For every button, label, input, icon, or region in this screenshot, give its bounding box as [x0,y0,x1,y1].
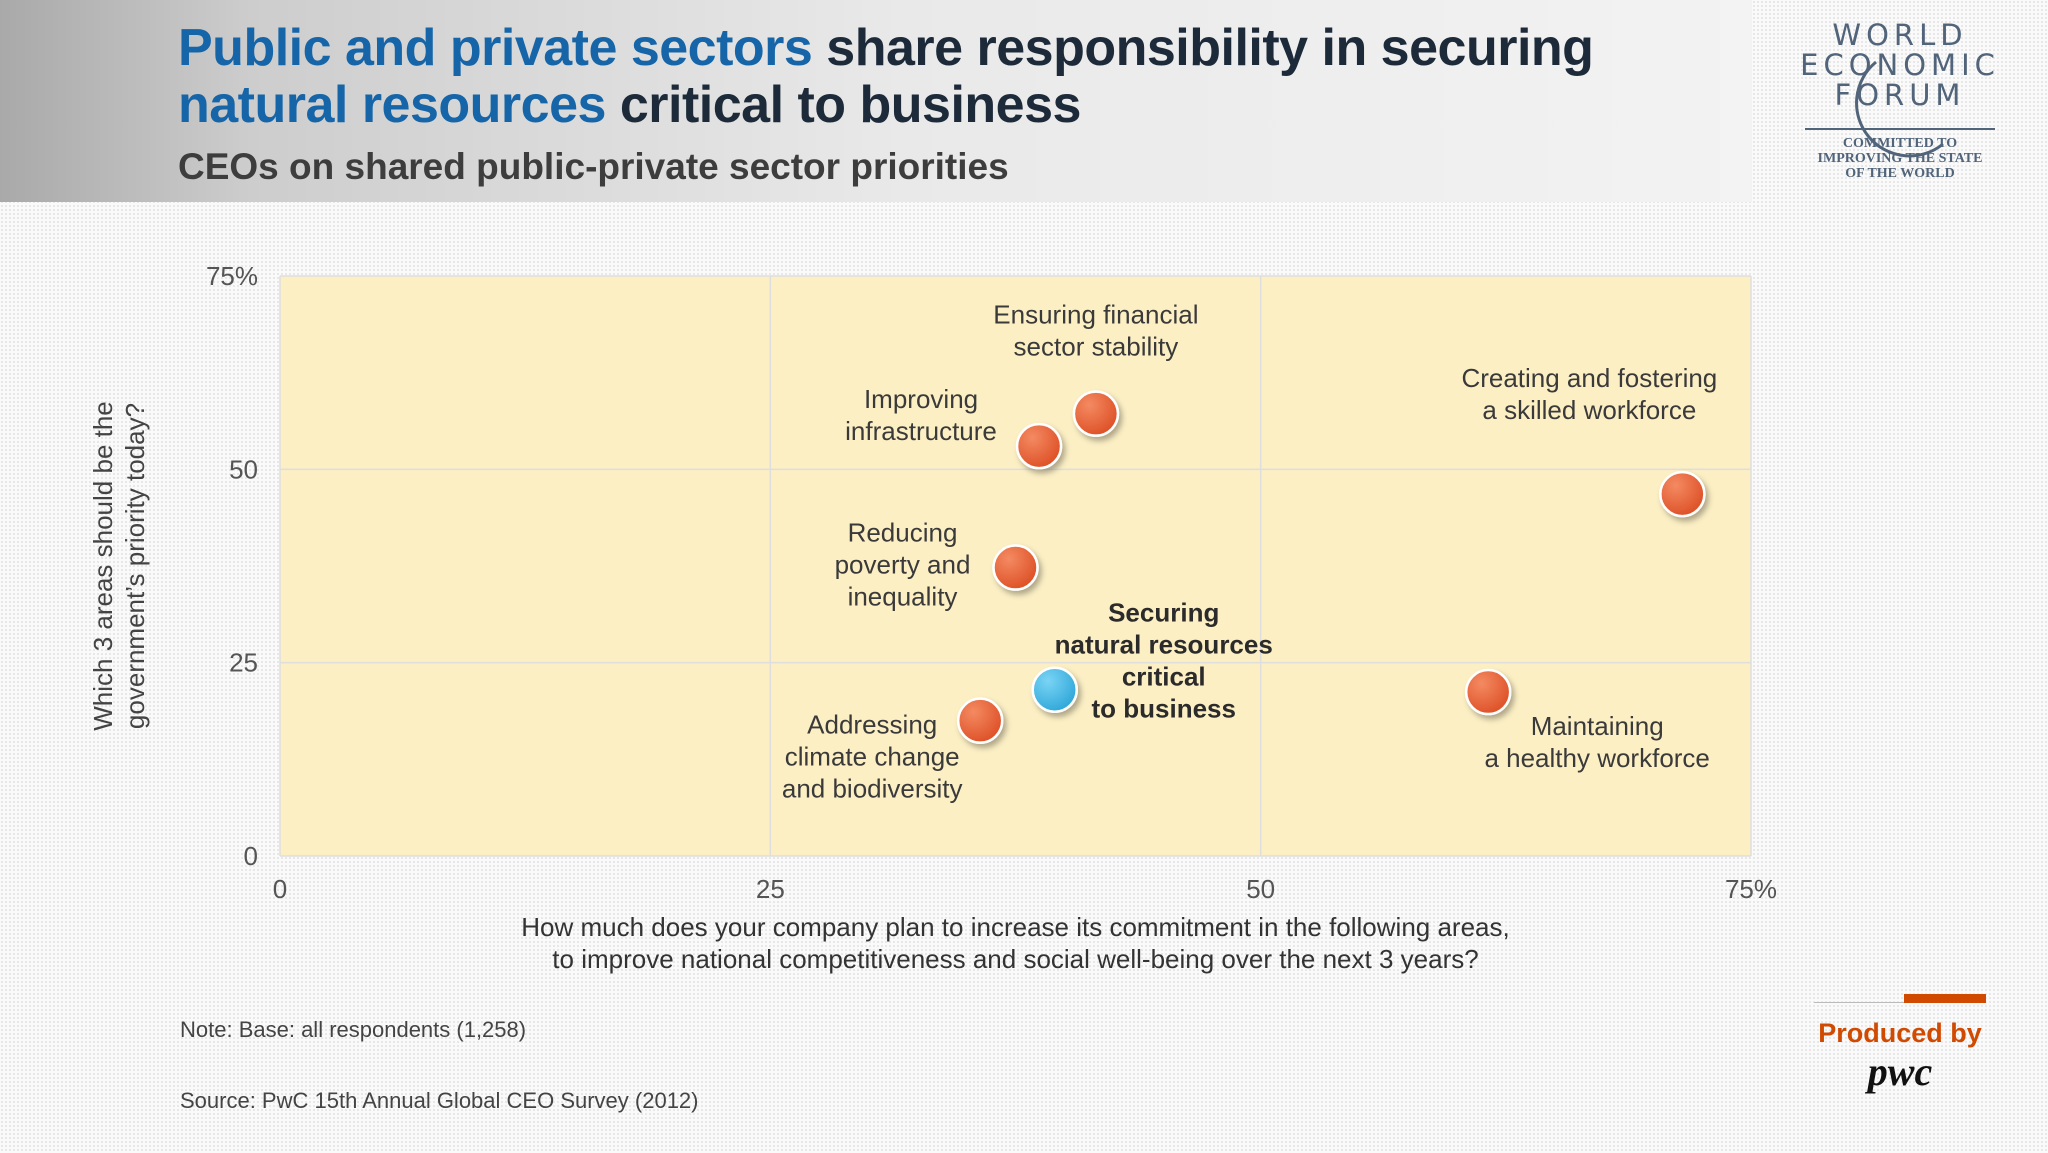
pwc-rule [1814,1002,1986,1003]
header-band [0,0,1752,202]
label-addressing-climate-change-and-biodiversity-line-2: climate change [785,742,960,772]
title-highlight-sectors: Public and private sectors [178,19,813,77]
title-text-responsibility: share responsibility in securing [812,19,1594,77]
point-reducing-poverty-and-inequality [992,544,1039,591]
wef-arc-icon [1855,60,1944,158]
logo-tagline-3: OF THE WORLD [1845,166,1955,181]
logo-word-economic: ECONOMIC [1800,48,2000,82]
data-points [956,390,1706,744]
point-maintaining-a-healthy-workforce [1464,668,1512,716]
label-ensuring-financial-sector-stability-line-1: Ensuring financial [993,300,1198,330]
y-axis-label: Which 3 areas should be the government’s … [88,401,150,731]
label-addressing-climate-change-and-biodiversity-line-1: Addressing [807,710,937,740]
y-tick-label-2: 50 [229,454,258,484]
y-tick-label-1: 25 [229,648,258,678]
x-axis-label-line-2: to improve national competitiveness and … [552,944,1478,974]
x-tick-label-0: 0 [273,874,287,904]
axis-ticks: 00 25 25 50 50 75% 75% [206,261,1777,904]
point-addressing-climate-change-and-biodiversity [956,697,1004,744]
produced-by-label: Produced by [1818,1018,1982,1048]
x-axis-label-line-1: How much does your company plan to incre… [521,912,1509,942]
label-reducing-poverty-and-inequality-line-3: inequality [848,582,958,612]
x-tick-label-3: 75% [1725,874,1777,904]
label-securing-natural-resources-critical-to-business-line-3: critical [1122,662,1206,692]
note-text: Note: Base: all respondents (1,258) [180,1017,527,1042]
label-creating-and-fostering-a-skilled-workforce-line-2: a skilled workforce [1482,395,1696,425]
label-improving-infrastructure-line-1: Improving [864,384,978,414]
label-reducing-poverty-and-inequality-line-1: Reducing [848,518,958,548]
y-tick-label-0: 0 [244,841,258,871]
wef-logo: WORLD ECONOMIC FORUM COMMITTED TO IMPROV… [1800,20,2000,181]
label-improving-infrastructure-line-2: infrastructure [845,416,997,446]
axis-labels: How much does your company plan to incre… [88,401,1510,974]
title-highlight-resources: natural resources [178,76,606,134]
label-maintaining-a-healthy-workforce-line-1: Maintaining [1531,711,1664,741]
pwc-wordmark: pwc [1867,1049,1933,1094]
title-text-critical: critical to business [605,76,1082,134]
source-text: Source: PwC 15th Annual Global CEO Surve… [180,1088,699,1113]
page-subtitle: CEOs on shared public-private sector pri… [178,146,1009,187]
logo-tagline-2: IMPROVING THE STATE [1817,151,1983,166]
label-reducing-poverty-and-inequality-line-2: poverty and [835,550,971,580]
y-axis-label-line-1: Which 3 areas should be the [88,401,118,731]
label-securing-natural-resources-critical-to-business-line-1: Securing [1108,598,1219,628]
point-improving-infrastructure [1015,422,1063,470]
logo-divider [1805,128,1995,130]
x-tick-label-2: 50 [1246,874,1275,904]
label-ensuring-financial-sector-stability-line-2: sector stability [1014,332,1179,362]
x-tick-label-1: 25 [756,874,785,904]
label-creating-and-fostering-a-skilled-workforce-line-1: Creating and fostering [1461,363,1717,393]
label-maintaining-a-healthy-workforce-line-2: a healthy workforce [1484,743,1709,773]
pwc-bar-icon [1904,994,1986,1003]
x-axis-label: How much does your company plan to incre… [521,912,1509,974]
page-title: Public and private sectors share respons… [178,20,1738,134]
point-securing-natural-resources-critical-to-business [1031,666,1078,713]
point-creating-and-fostering-a-skilled-workforce [1659,470,1706,518]
label-addressing-climate-change-and-biodiversity-line-3: and biodiversity [782,774,963,804]
point-ensuring-financial-sector-stability [1072,390,1120,437]
label-securing-natural-resources-critical-to-business-line-4: to business [1091,694,1235,724]
gridlines [279,275,1752,857]
label-securing-natural-resources-critical-to-business-line-2: natural resources [1055,630,1273,660]
logo-word-world: WORLD [1832,18,1968,52]
y-axis-label-line-2: government’s priority today? [120,403,150,729]
y-tick-label-3: 75% [206,261,258,291]
